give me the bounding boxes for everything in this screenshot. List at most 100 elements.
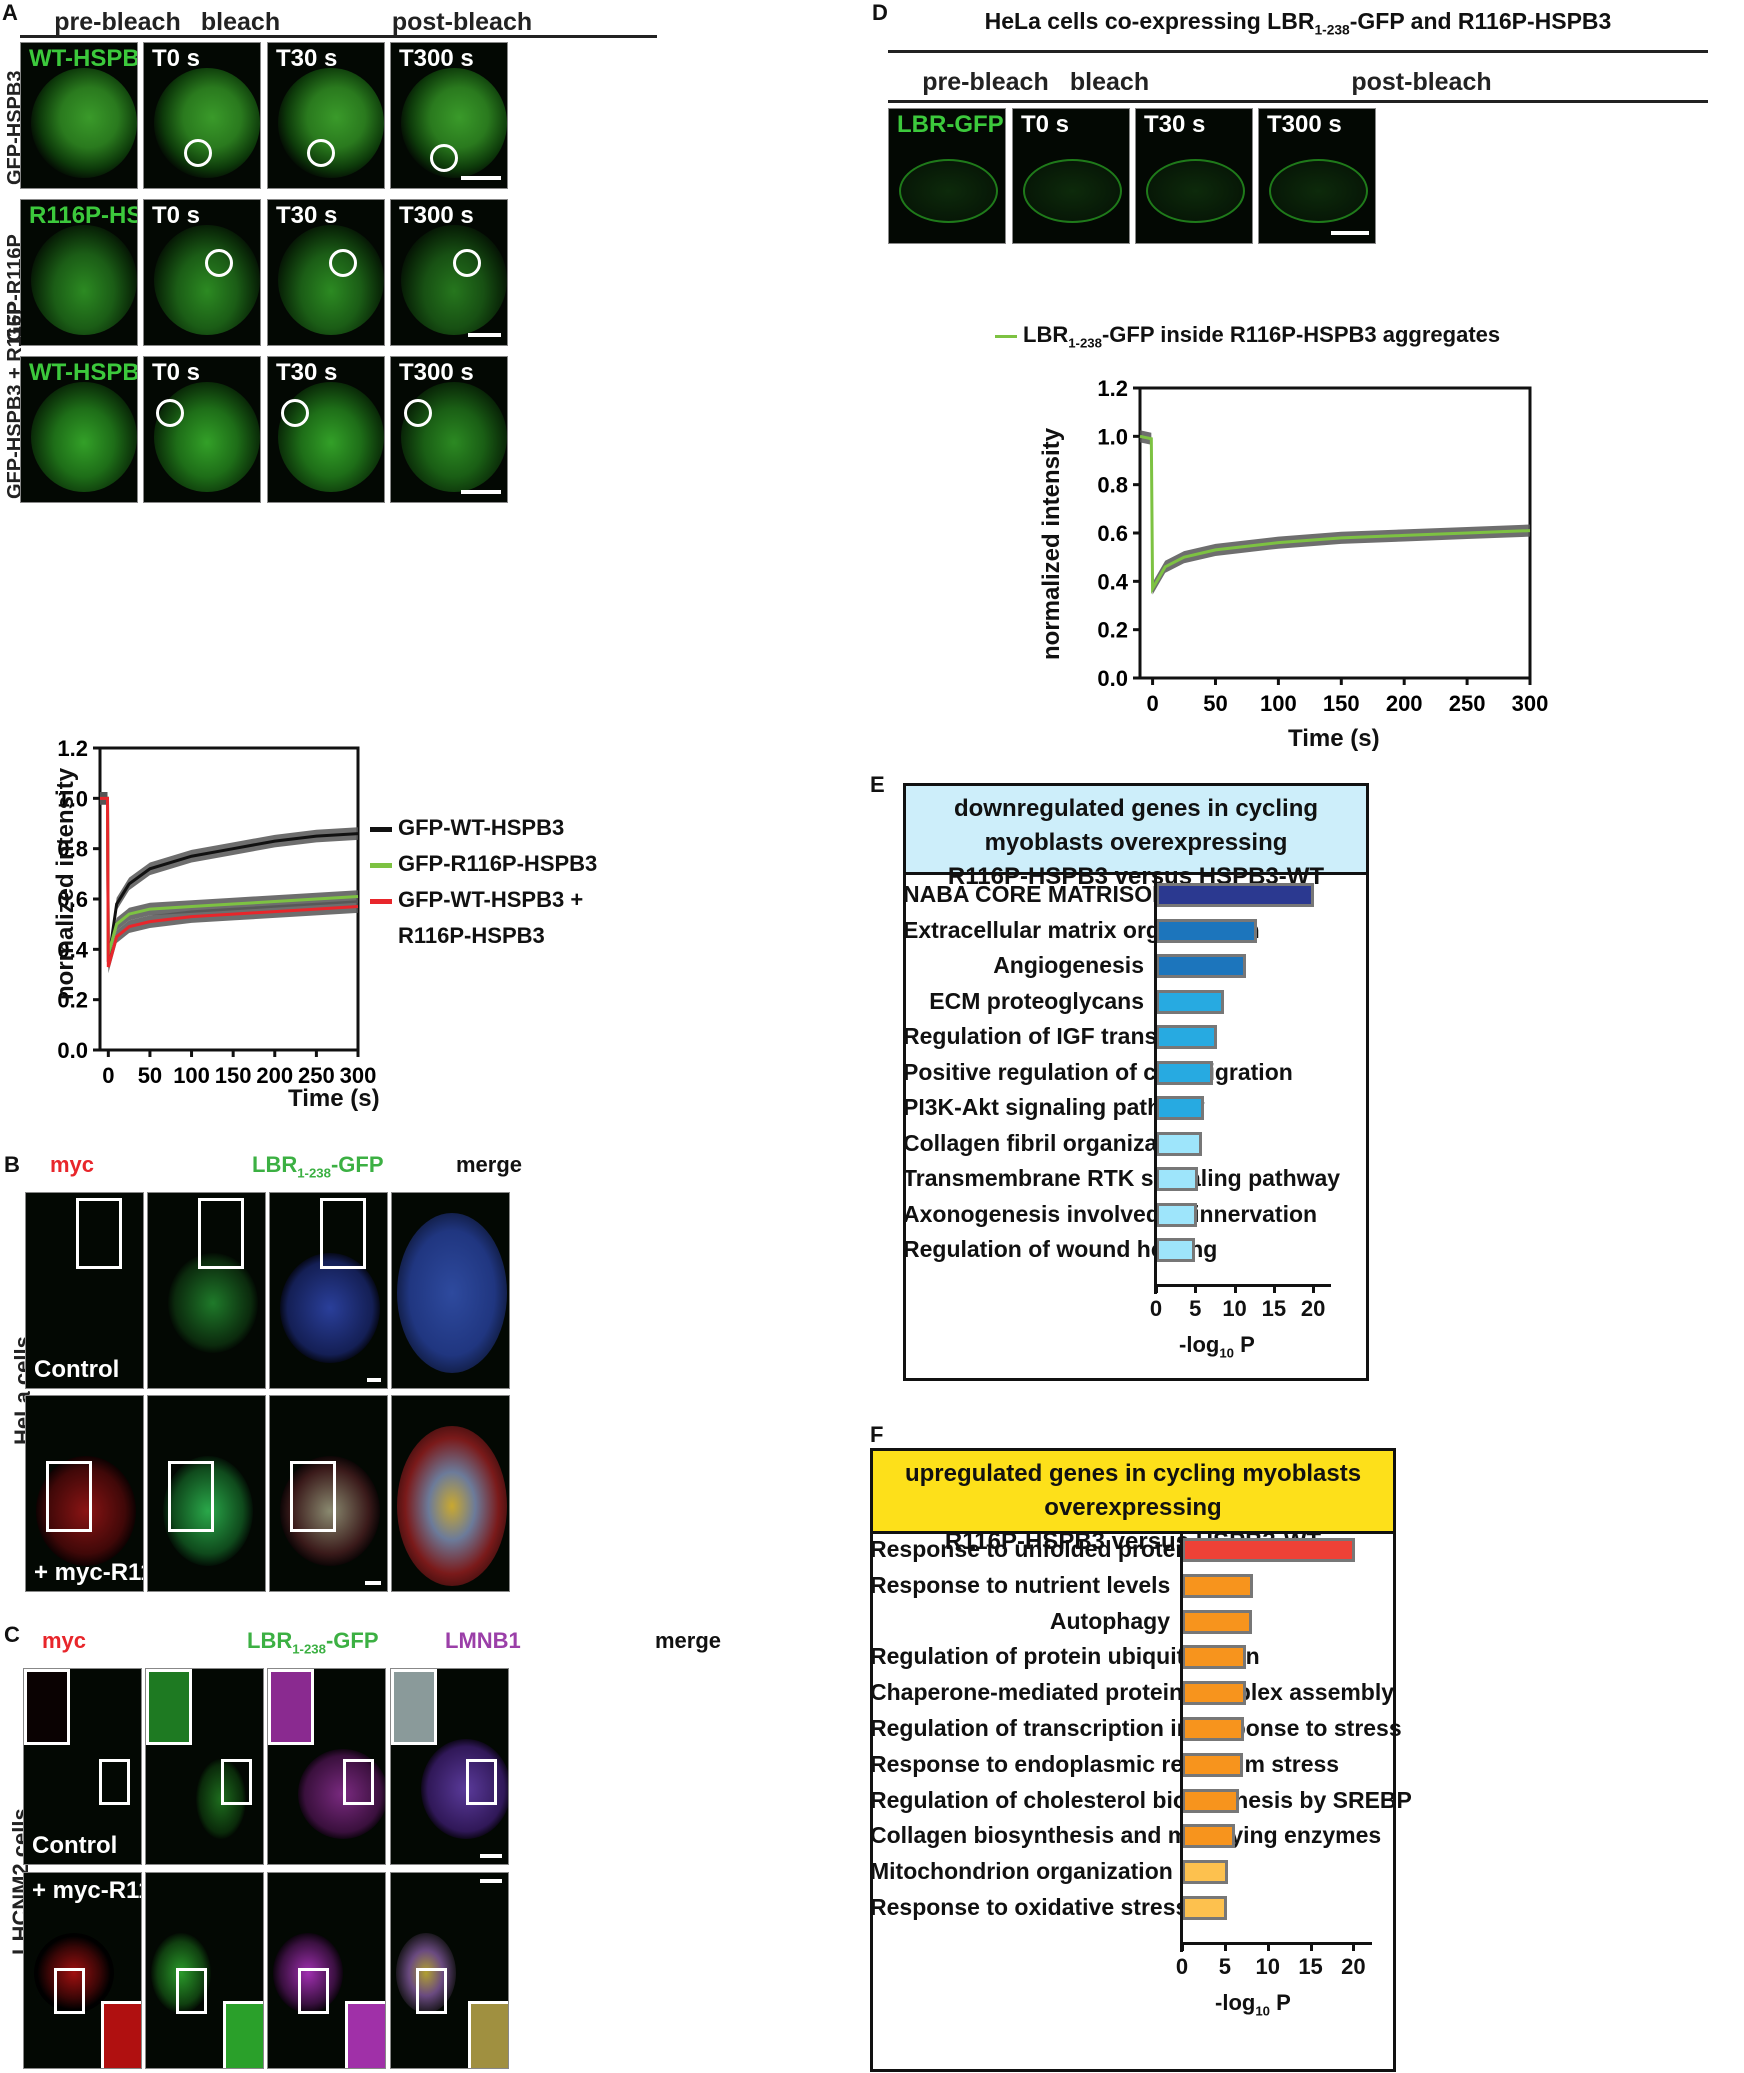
x-tick-label: 150 (1323, 691, 1360, 716)
zoom-inset (468, 2001, 508, 2068)
x-tick-label: 0 (102, 1063, 114, 1088)
inset-region-box (46, 1461, 92, 1532)
x-tick (1312, 1283, 1316, 1293)
inset-region-box (343, 1759, 374, 1805)
inset-region-box (290, 1461, 336, 1532)
cell-image (401, 225, 507, 335)
go-term-label: Chaperone-mediated protein complex assem… (870, 1679, 1395, 1706)
x-tick-label: 300 (340, 1063, 377, 1088)
col-header-post-bleach: post-bleach (1351, 68, 1492, 96)
go-term-label: Autophagy (1049, 1607, 1170, 1634)
condition-label: + myc-R116P (34, 1559, 143, 1586)
go-term-label: PI3K-Akt signaling pathway (903, 1094, 1205, 1120)
tile-label: T0 s (1021, 111, 1070, 138)
cell-image (31, 68, 137, 178)
error-band (100, 792, 358, 969)
micrograph-tile: T30 s (267, 356, 385, 503)
chart-d-ylabel: normalized intensity (1038, 427, 1065, 660)
tile-label: T30 s (276, 359, 338, 386)
go-term-label: Response to oxidative stress (870, 1894, 1189, 1920)
bleach-roi-circle (307, 139, 335, 167)
cell-image (163, 1456, 253, 1566)
micrograph-tile: T30 s (267, 199, 385, 346)
cell-image (31, 225, 137, 335)
scale-bar (461, 490, 501, 494)
y-tick-label: 0.8 (1097, 473, 1128, 498)
go-term-label: NABA CORE MATRISOME (903, 881, 1187, 907)
micrograph-tile: T0 s (143, 42, 261, 189)
col-header-bleach: bleach (1069, 68, 1150, 96)
go-chart-f-plot: Response to unfolded protein Response to … (870, 1448, 1412, 2066)
scale-bar (461, 176, 501, 180)
go-term-label: Mitochondrion organization (870, 1858, 1173, 1885)
zoom-inset (101, 2001, 141, 2068)
x-axis-label: -log10 P (1215, 1989, 1291, 2019)
go-bar (1156, 1238, 1195, 1262)
micrograph-tile: + myc-R116P (23, 1872, 142, 2069)
tile-label: T30 s (276, 202, 338, 229)
cell-image (280, 1253, 380, 1363)
go-term-label: Regulation of cholesterol biosynthesis b… (870, 1786, 1412, 1813)
x-tick-label: 0 (1146, 691, 1158, 716)
go-bar (1156, 1025, 1218, 1049)
x-tick-label: 0 (1175, 1953, 1189, 1979)
tile-label: WT-HSPB3 (29, 359, 138, 386)
col-header-pre-bleach: pre-bleach (54, 8, 181, 36)
x-tick-label: 100 (1260, 691, 1297, 716)
chart-d-plot: 0.0 0.2 0.4 0.6 0.8 1.0 1.2 0 50 100 150 200 250 300 (1097, 376, 1548, 716)
cell-image (154, 225, 260, 335)
x-axis (1180, 1941, 1372, 1945)
bleach-roi-circle (281, 399, 309, 427)
inset-region-box (320, 1198, 366, 1269)
x-tick (1194, 1283, 1198, 1293)
chart-a-frap: 0.0 0.2 0.4 0.6 0.8 1.0 1.2 0 50 100 150 200 250 300 … (0, 700, 870, 1150)
x-tick (1266, 1941, 1270, 1951)
micrograph-tile: T300 s (390, 199, 508, 346)
micrograph-tile: WT-HSPB3 (20, 42, 138, 189)
go-bar (1156, 1096, 1204, 1120)
cell-image (298, 1749, 385, 1839)
cell-image (273, 1933, 343, 2013)
chart-a-legend: GFP-WT-HSPB3 GFP-R116P-HSPB3 GFP-WT-HSPB… (370, 810, 597, 954)
zoom-inset (391, 1669, 437, 1745)
inset-region-box (298, 1968, 329, 2014)
x-tick-label: 100 (173, 1063, 210, 1088)
micrograph-tile: Control (25, 1192, 144, 1389)
inset-region-box (466, 1759, 497, 1805)
x-tick-label: 20 (1300, 1295, 1326, 1321)
x-tick-label: 10 (1222, 1295, 1247, 1321)
nucleus-image (1269, 159, 1368, 223)
panel-label-b: B (4, 1152, 20, 1177)
cell-image (421, 1739, 508, 1839)
inset-region-box (221, 1759, 252, 1805)
panel-label-f: F (870, 1422, 884, 1447)
go-bar (1156, 918, 1257, 943)
panel-label-a: A (2, 0, 18, 25)
go-bar (1182, 1717, 1244, 1741)
go-bar (1156, 1060, 1213, 1085)
bleach-roi-circle (329, 249, 357, 277)
y-tick-label: 0.6 (57, 887, 88, 912)
inset-region-box (198, 1198, 244, 1269)
y-tick-label: 0.0 (57, 1038, 88, 1063)
go-term-label: Collagen biosynthesis and modifying enzy… (870, 1822, 1382, 1849)
chart-d-frap: 0.0 0.2 0.4 0.6 0.8 1.0 1.2 0 50 100 150 200 250 300 … (960, 360, 1600, 760)
x-tick-label: 200 (1386, 691, 1423, 716)
legend-item: GFP-WT-HSPB3 (370, 810, 597, 846)
go-chart-e-title: downregulated genes in cycling myoblasts… (906, 786, 1366, 890)
micrograph-tile: T30 s (267, 42, 385, 189)
panel-label-c: C (4, 1622, 20, 1647)
micrograph-tile (147, 1192, 266, 1389)
x-tick (1233, 1283, 1237, 1293)
tile-label: T30 s (276, 45, 338, 72)
go-bar (1182, 1824, 1236, 1849)
tile-label: LBR-GFP (897, 111, 1004, 138)
inset-region-box (416, 1968, 447, 2014)
panel-label-e: E (870, 772, 885, 797)
y-tick-label: 0.2 (1097, 618, 1128, 643)
go-term-label: Regulation of transcription in response … (870, 1715, 1402, 1741)
go-bar (1156, 1167, 1199, 1191)
tile-label: T30 s (1144, 111, 1206, 138)
x-tick-label: 200 (256, 1063, 293, 1088)
y-tick-label: 0.2 (57, 988, 88, 1013)
